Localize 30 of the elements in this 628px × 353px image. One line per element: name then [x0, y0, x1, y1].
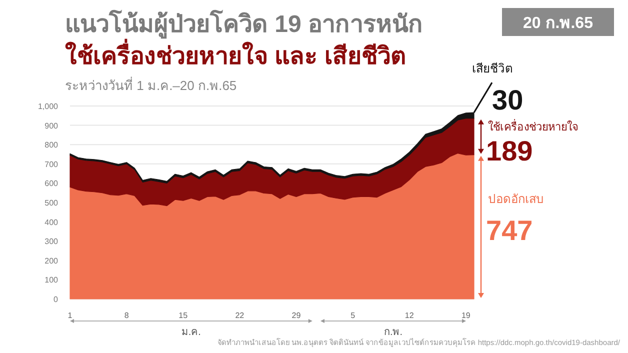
y-tick-label: 900 — [44, 121, 59, 130]
y-tick-label: 300 — [44, 237, 59, 246]
y-tick-label: 700 — [44, 160, 59, 169]
legend-label: ใช้เครื่องช่วยหายใจ — [488, 118, 578, 134]
data-label: 747 — [486, 214, 533, 246]
data-label: 30 — [492, 84, 524, 116]
x-tick-label: 8 — [124, 311, 130, 320]
text: เสียชีวิต — [472, 62, 513, 76]
x-tick-label: 5 — [350, 311, 356, 320]
x-tick-label: 15 — [178, 311, 188, 320]
x-tick-label: 29 — [292, 311, 302, 320]
data-label: 189 — [486, 135, 533, 166]
y-tick-label: 0 — [54, 295, 59, 304]
y-tick-label: 500 — [44, 198, 59, 208]
text: 20 ก.พ.65 — [523, 15, 594, 32]
series-label: ปอดอักเสบ — [488, 192, 544, 206]
text: ก.พ. — [384, 327, 403, 338]
y-tick-label: 1,000 — [38, 102, 59, 111]
x-tick-label: 19 — [461, 311, 471, 320]
x-tick-label: 12 — [404, 311, 414, 320]
text: ม.ค. — [181, 327, 201, 338]
chart-title: แนวโน้มผู้ป่วยโควิด 19 อาการหนัก ใช้เครื่องช่วยหายใจ และ เสียชีวิต — [65, 9, 424, 70]
x-tick-label: 22 — [235, 311, 245, 320]
x-tick-label: 1 — [68, 311, 73, 320]
chart-subtitle: ระหว่างวันที่ 1 ม.ค.–20 ก.พ.65 — [65, 77, 237, 93]
y-tick-label: 800 — [44, 140, 59, 150]
y-tick-label: 600 — [44, 179, 59, 188]
y-tick-label: 100 — [44, 276, 59, 285]
y-tick-label: 400 — [44, 218, 59, 227]
y-tick-label: 200 — [44, 256, 59, 266]
